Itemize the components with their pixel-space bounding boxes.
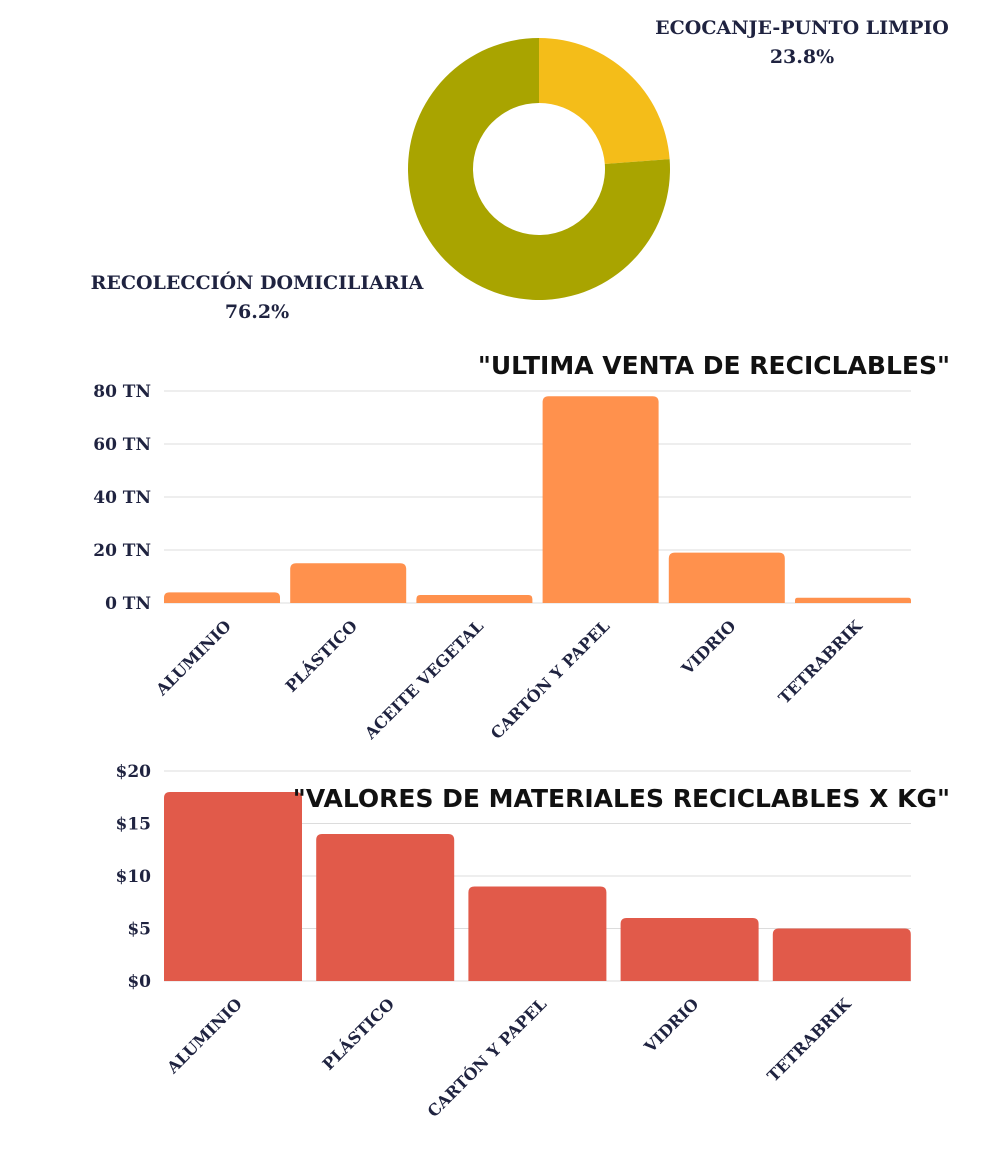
x-tick-label-carton-y-papel: CARTÓN Y PAPEL — [486, 616, 613, 743]
donut-chart — [408, 38, 671, 301]
bar-plastico — [316, 834, 455, 981]
bar-aluminio — [164, 792, 302, 981]
x-tick-label-plastico: PLÁSTICO — [318, 994, 398, 1074]
x-tick-label-aceite-vegetal: ACEITE VEGETAL — [360, 616, 487, 743]
y-tick-label: 80 TN — [93, 382, 151, 402]
x-tick-label-aluminio: ALUMINIO — [151, 616, 234, 699]
bar-chart-ultima-venta: 0 TN 20 TN 40 TN 60 TN 80 TN ALUMINIO PLÁSTICO… — [93, 382, 911, 743]
x-tick-label-plastico: PLÁSTICO — [281, 616, 361, 696]
bar-tetrabrik — [795, 597, 911, 603]
pie-value-ecocanje: 23.8% — [770, 46, 834, 68]
x-tick-label-tetrabrik: TETRABRIK — [763, 994, 855, 1086]
y-tick-label: 60 TN — [93, 435, 151, 455]
bar-aceite-vegetal — [416, 595, 533, 603]
pie-label-recoleccion: RECOLECCIÓN DOMICILIARIA — [91, 271, 424, 294]
y-tick-label: $0 — [127, 972, 151, 992]
x-tick-label-carton-y-papel: CARTÓN Y PAPEL — [423, 994, 550, 1121]
y-tick-label: 0 TN — [105, 594, 151, 614]
chart-title-valores: "VALORES DE MATERIALES RECICLABLES X KG" — [293, 784, 950, 813]
y-tick-label: $10 — [116, 867, 152, 887]
y-tick-label: 40 TN — [93, 488, 151, 508]
y-tick-label: $5 — [127, 920, 151, 940]
chart-title-ultima-venta: "ULTIMA VENTA DE RECICLABLES" — [478, 351, 950, 380]
x-tick-label-vidrio: VIDRIO — [640, 994, 703, 1057]
bar-plastico — [290, 563, 407, 603]
pie-value-recoleccion: 76.2% — [225, 301, 289, 323]
x-tick-label-tetrabrik: TETRABRIK — [775, 616, 867, 708]
bar-carton-y-papel — [542, 396, 659, 603]
x-tick-label-vidrio: VIDRIO — [677, 616, 740, 679]
bar-vidrio — [668, 552, 785, 603]
bar-chart-valores-materiales: $0 $5 $10 $15 $20 ALUMINIO PLÁSTICO CARTÓN Y PA… — [116, 762, 911, 1121]
pie-slice-recoleccion-domiciliaria — [408, 38, 671, 301]
y-tick-label: $20 — [116, 762, 152, 782]
pie-slice-ecocanje-punto-limpio — [539, 38, 670, 165]
y-tick-label: $15 — [116, 815, 152, 835]
bar-vidrio — [620, 918, 759, 981]
bar-carton-y-papel — [468, 886, 607, 981]
x-tick-label-aluminio: ALUMINIO — [162, 994, 245, 1077]
bar-tetrabrik — [772, 928, 911, 981]
y-tick-label: 20 TN — [93, 541, 151, 561]
bar-aluminio — [164, 592, 280, 603]
pie-label-ecocanje: ECOCANJE-PUNTO LIMPIO — [655, 17, 949, 39]
